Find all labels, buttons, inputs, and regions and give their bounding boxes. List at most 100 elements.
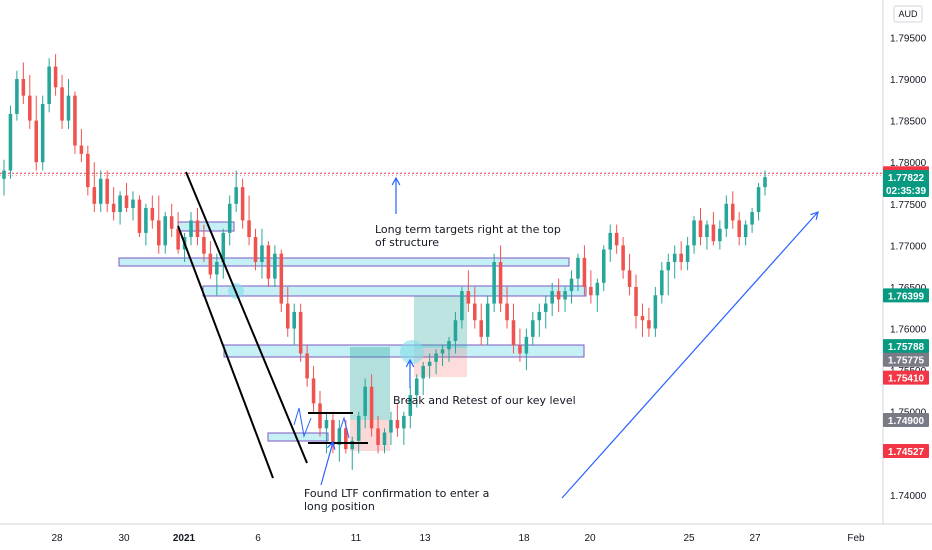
candle-body (453, 320, 458, 342)
candle-body (524, 336, 529, 354)
candle-body (227, 203, 232, 233)
ltf-arrow (320, 441, 334, 486)
candle-body (408, 395, 413, 416)
candle-body (118, 195, 122, 213)
candle-body (169, 216, 174, 229)
x-tick-label: 6 (255, 533, 261, 544)
ltf-zigzag (339, 416, 350, 439)
candle-body (273, 253, 277, 279)
candle-body (434, 353, 438, 362)
candle-body (176, 228, 180, 250)
candle-body (350, 440, 355, 450)
candle-body (621, 245, 625, 271)
x-tick-label: 28 (51, 533, 63, 544)
price-tag-box (883, 370, 929, 385)
candle-body (582, 257, 587, 287)
price-tag-label: 1.75410 (888, 374, 925, 385)
y-tick-label: 1.79000 (890, 75, 927, 86)
candle-body (460, 291, 464, 321)
candle-body (402, 415, 406, 429)
candle-body (105, 178, 109, 204)
price-tag-box (883, 413, 929, 428)
annotation-top-line2: of structure (375, 236, 439, 249)
candle-body (485, 303, 490, 337)
key-level-zone (118, 257, 570, 267)
price-tag-label: 02:35:39 (886, 186, 926, 197)
candle-body (344, 428, 348, 450)
candle-body (331, 420, 335, 445)
candle-body (189, 220, 193, 238)
price-tag-label: 1.74527 (888, 447, 925, 458)
candle-body (505, 303, 509, 321)
candle-body (718, 228, 722, 242)
candle-body (163, 216, 168, 246)
candle-body (124, 195, 129, 208)
candle-body (92, 187, 97, 204)
candle-body (614, 232, 619, 246)
candle-body (679, 253, 683, 262)
price-tag-box (883, 169, 929, 184)
candle-body (318, 403, 322, 429)
price-tag-box (883, 182, 929, 197)
currency-badge[interactable]: AUD (893, 5, 923, 23)
candle-body (743, 224, 748, 238)
price-tags: 1.778671.7782202:35:391.763991.757881.75… (883, 166, 929, 459)
candle-body (28, 95, 32, 121)
x-tick-label: 27 (749, 533, 761, 544)
candle-body (253, 237, 258, 262)
ltf-arrow-head (326, 440, 336, 450)
y-tick-label: 1.78500 (890, 117, 927, 128)
candle-body (698, 220, 703, 238)
key-level-zone (177, 221, 235, 232)
price-tag-box (883, 339, 929, 354)
target-arrow-head (391, 176, 401, 186)
candle-body (234, 187, 238, 204)
candle-body (556, 291, 561, 300)
candle-body (466, 291, 471, 304)
candle-body (266, 245, 271, 279)
candle-body (356, 415, 361, 441)
x-tick-label: 13 (419, 533, 431, 544)
x-tick-label: 25 (683, 533, 695, 544)
candle-body (311, 378, 316, 404)
price-tag-box (883, 288, 929, 303)
candle-body (34, 120, 39, 163)
candle-body (750, 212, 754, 225)
candle-body (144, 207, 148, 233)
candle-body (298, 311, 303, 354)
x-tick-label: 11 (351, 533, 362, 544)
candle-body (150, 207, 155, 221)
candle-body (260, 245, 264, 262)
candle-body (15, 79, 19, 114)
annotation-ltf-line1: Found LTF confirmation to enter a (304, 487, 489, 500)
candle-body (8, 113, 13, 171)
candle-body (208, 253, 213, 275)
candle-body (66, 95, 71, 121)
candle-body (247, 220, 251, 238)
candle-body (550, 291, 554, 304)
candle-body (427, 361, 432, 366)
candle-body (756, 187, 761, 213)
candle-body (279, 253, 284, 304)
trendline (177, 225, 274, 479)
candle-body (634, 286, 638, 317)
candle-body (2, 170, 6, 179)
candle-body (131, 199, 135, 208)
candle-body (473, 303, 477, 321)
candle-body (395, 420, 400, 429)
candle-body (240, 187, 245, 221)
x-tick-label: 18 (518, 533, 530, 544)
candle-body (653, 295, 658, 329)
candle-body (157, 220, 161, 246)
price-tag-label: 1.74900 (888, 416, 925, 427)
y-tick-label: 1.78000 (890, 158, 927, 169)
candle-body (337, 428, 342, 445)
candle-body (215, 262, 219, 275)
y-tick-label: 1.77500 (890, 200, 927, 211)
x-tick-label: 2021 (173, 533, 196, 544)
candle-body (711, 224, 716, 242)
x-tick-label: 20 (584, 533, 596, 544)
time-axis[interactable]: 28 30 2021 6 11 13 18 20 25 27 Feb (51, 533, 865, 544)
